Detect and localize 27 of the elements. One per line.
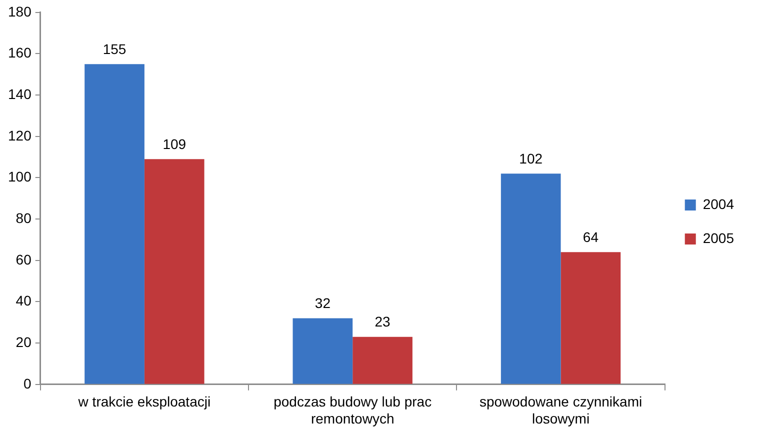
y-tick-label: 0 xyxy=(24,375,32,392)
data-label: 64 xyxy=(582,228,599,245)
y-tick-label: 20 xyxy=(16,334,32,350)
y-tick-label: 120 xyxy=(8,127,32,144)
x-tick-label: spowodowane czynnikami losowymi xyxy=(479,394,642,426)
x-tick-label: w trakcie eksploatacji xyxy=(77,394,211,410)
data-label: 155 xyxy=(102,40,126,57)
data-label: 23 xyxy=(374,314,391,330)
bar xyxy=(560,252,621,384)
legend-label: 2004 xyxy=(702,196,734,212)
y-tick-label: 60 xyxy=(16,251,32,268)
legend-label: 2005 xyxy=(702,230,734,246)
y-tick-label: 140 xyxy=(8,86,32,102)
bar xyxy=(144,159,204,384)
y-tick-label: 180 xyxy=(8,3,32,20)
bar xyxy=(84,64,144,384)
bar xyxy=(352,336,412,384)
x-tick-label: podczas budowy lub prac remontowych xyxy=(274,394,432,426)
bar xyxy=(292,318,353,384)
y-tick-label: 40 xyxy=(16,292,32,309)
y-tick-label: 160 xyxy=(8,44,32,61)
data-label: 109 xyxy=(162,136,186,152)
y-tick-label: 100 xyxy=(8,168,32,185)
data-label: 32 xyxy=(314,295,331,312)
bar xyxy=(500,174,561,384)
y-tick-label: 80 xyxy=(16,210,32,226)
data-label: 102 xyxy=(519,150,543,166)
